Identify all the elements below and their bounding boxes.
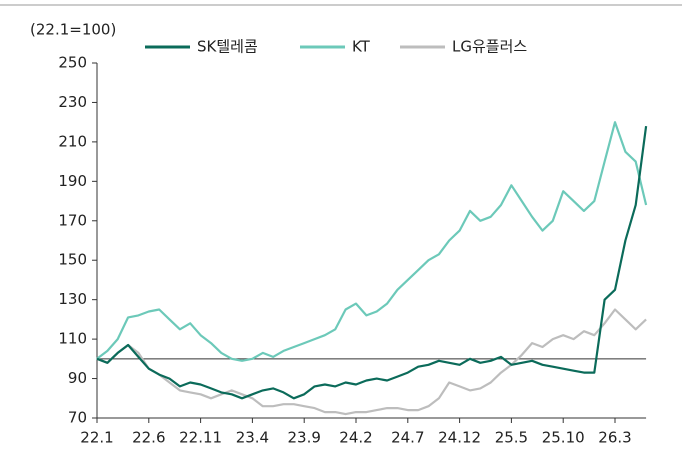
line-series [96,125,648,400]
y-tick-label: 210 [58,132,87,150]
y-tick-label: 190 [58,172,87,190]
x-tick-label: 26.3 [598,429,631,447]
y-tick-label: 230 [58,93,87,111]
x-tick-label: 24.2 [339,429,372,447]
line-series [96,121,648,362]
x-tick-label: 25.10 [542,429,585,447]
y-tick-label: 90 [68,369,87,387]
x-tick-label: 25.5 [495,429,528,447]
y-tick-label: 150 [58,251,87,269]
x-tick-label: 23.4 [236,429,269,447]
legend-label: SK텔레콤 [197,38,258,56]
x-tick-label: 24.12 [438,429,481,447]
legend-label: LG유플러스 [452,38,527,56]
x-tick-label: 22.1 [80,429,113,447]
y-tick-label: 110 [58,330,87,348]
legend-label: KT [352,38,371,56]
y-axis-label: (22.1=100) [30,21,116,39]
line-series [96,308,647,416]
x-tick-label: 22.11 [179,429,222,447]
y-tick-label: 130 [58,290,87,308]
y-tick-label: 250 [58,54,87,72]
x-tick-label: 22.6 [132,429,165,447]
x-tick-label: 23.9 [287,429,320,447]
y-tick-label: 170 [58,211,87,229]
y-tick-label: 70 [68,409,87,427]
x-tick-label: 24.7 [391,429,424,447]
